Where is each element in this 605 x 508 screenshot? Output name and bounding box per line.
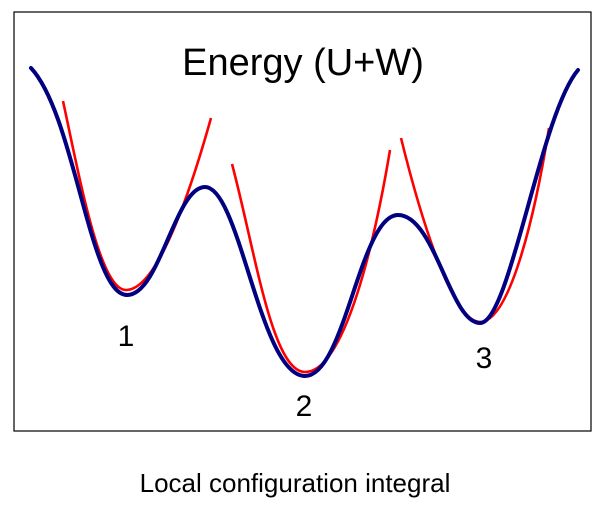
local-fit-well-3 xyxy=(399,127,551,324)
well-label-3: 3 xyxy=(476,342,493,375)
diagram-title: Energy (U+W) xyxy=(182,42,424,84)
x-axis-caption: Local configuration integral xyxy=(139,468,451,498)
plot-frame xyxy=(13,11,592,432)
energy-curve xyxy=(29,66,580,378)
well-label-1: 1 xyxy=(118,320,135,353)
well-label-2: 2 xyxy=(296,390,313,423)
local-fit-well-1 xyxy=(61,100,213,292)
